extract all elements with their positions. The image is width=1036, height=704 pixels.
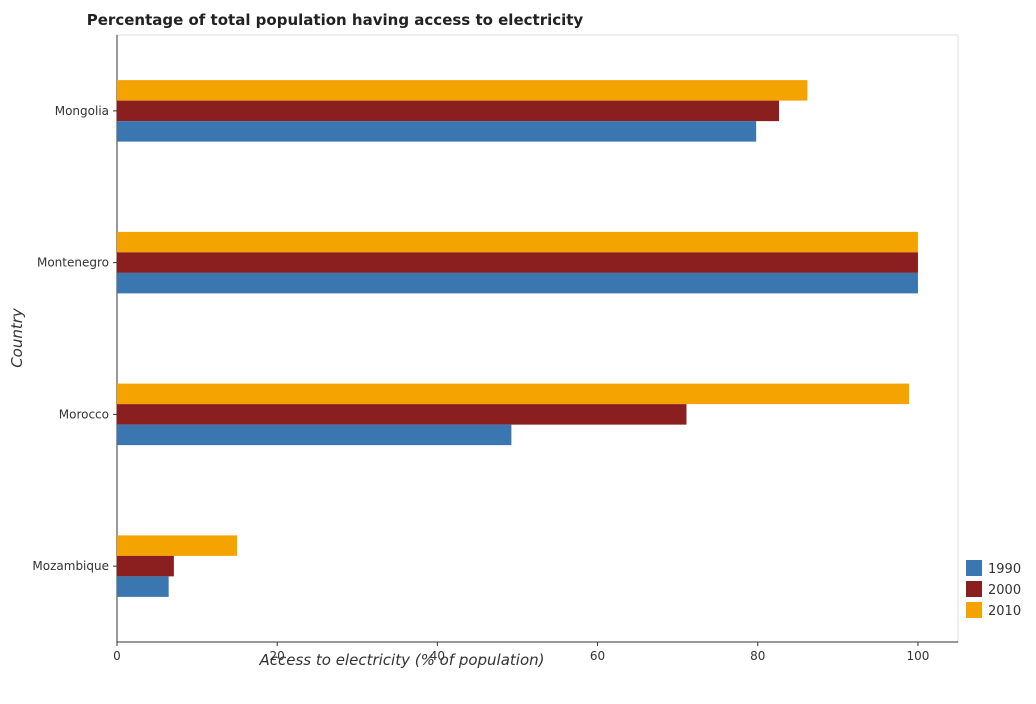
- legend-swatch-1990: [966, 560, 982, 576]
- legend: 1990 2000 2010: [966, 560, 1021, 619]
- y-tick-label: Mozambique: [32, 559, 109, 573]
- bar-montenegro-2000: [117, 252, 918, 273]
- x-tick-label: 20: [270, 649, 285, 663]
- x-tick-label: 40: [430, 649, 445, 663]
- x-tick-label: 80: [750, 649, 765, 663]
- y-tick-label: Morocco: [59, 407, 109, 421]
- legend-label-1990: 1990: [988, 562, 1021, 577]
- x-tick-label: 100: [906, 649, 929, 663]
- legend-label-2000: 2000: [988, 583, 1021, 598]
- x-tick-label: 60: [590, 649, 605, 663]
- bar-morocco-1990: [117, 424, 512, 446]
- x-axis-label: Access to electricity (% of population): [258, 651, 544, 669]
- x-tick-label: 0: [113, 649, 121, 663]
- legend-label-2010: 2010: [988, 604, 1021, 619]
- bar-mozambique-1990: [117, 576, 169, 597]
- legend-swatch-2000: [966, 581, 982, 597]
- bar-morocco-2010: [117, 383, 910, 405]
- bar-morocco-2000: [117, 404, 687, 425]
- bar-montenegro-2010: [117, 231, 918, 253]
- y-tick-label: Mongolia: [55, 104, 109, 118]
- chart-title: Percentage of total population having ac…: [87, 11, 584, 29]
- bar-mongolia-2010: [117, 80, 808, 101]
- y-tick-label: Montenegro: [37, 256, 109, 270]
- legend-swatch-2010: [966, 602, 982, 618]
- bars-group: [117, 80, 918, 597]
- bar-mozambique-2010: [117, 535, 238, 556]
- bar-montenegro-1990: [117, 272, 918, 294]
- bar-mongolia-2000: [117, 100, 780, 122]
- bar-mongolia-1990: [117, 121, 757, 142]
- bar-mozambique-2000: [117, 555, 174, 577]
- y-axis-label: Country: [8, 307, 26, 368]
- x-ticks-group: 0 20 40 60 80 100: [113, 642, 929, 663]
- y-ticks-group: Mongolia Montenegro Morocco Mozambique: [32, 104, 117, 573]
